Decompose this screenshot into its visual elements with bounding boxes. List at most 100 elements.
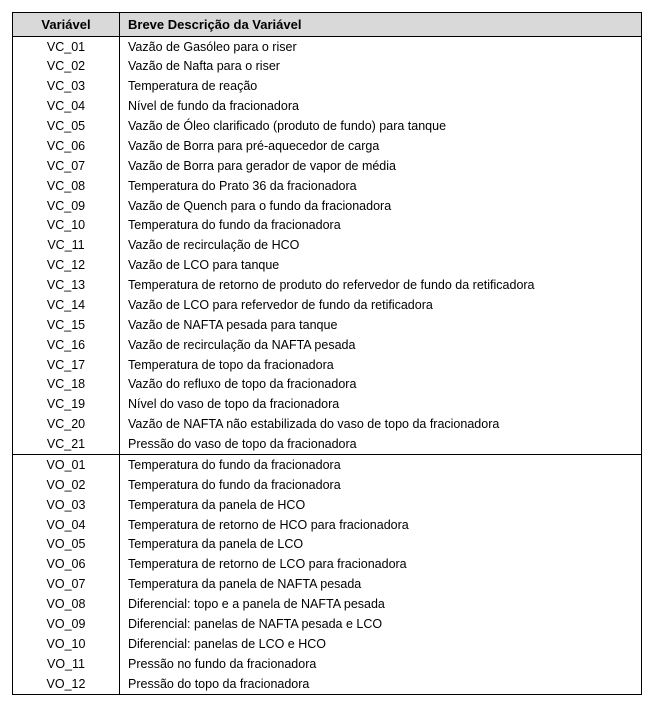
cell-variavel: VO_06 (13, 555, 120, 575)
table-header-row: Variável Breve Descrição da Variável (13, 13, 642, 37)
cell-descricao: Temperatura de topo da fracionadora (120, 355, 642, 375)
table-row: VO_01Temperatura do fundo da fracionador… (13, 455, 642, 475)
cell-descricao: Vazão de LCO para tanque (120, 256, 642, 276)
cell-variavel: VO_05 (13, 535, 120, 555)
cell-descricao: Temperatura de reação (120, 77, 642, 97)
cell-descricao: Temperatura do Prato 36 da fracionadora (120, 176, 642, 196)
cell-descricao: Vazão de Borra para gerador de vapor de … (120, 156, 642, 176)
cell-descricao: Nível do vaso de topo da fracionadora (120, 395, 642, 415)
table-row: VO_04Temperatura de retorno de HCO para … (13, 515, 642, 535)
table-row: VO_12Pressão do topo da fracionadora (13, 674, 642, 694)
table-row: VC_10Temperatura do fundo da fracionador… (13, 216, 642, 236)
cell-variavel: VO_04 (13, 515, 120, 535)
cell-descricao: Temperatura do fundo da fracionadora (120, 455, 642, 475)
cell-variavel: VC_18 (13, 375, 120, 395)
table-row: VC_12Vazão de LCO para tanque (13, 256, 642, 276)
table-row: VC_14Vazão de LCO para refervedor de fun… (13, 295, 642, 315)
cell-descricao: Pressão do topo da fracionadora (120, 674, 642, 694)
cell-variavel: VO_08 (13, 595, 120, 615)
cell-descricao: Pressão no fundo da fracionadora (120, 654, 642, 674)
table-row: VC_15Vazão de NAFTA pesada para tanque (13, 315, 642, 335)
table-row: VC_05Vazão de Óleo clarificado (produto … (13, 117, 642, 137)
table-row: VC_01Vazão de Gasóleo para o riser (13, 37, 642, 57)
table-row: VO_03Temperatura da panela de HCO (13, 495, 642, 515)
table-row: VC_06Vazão de Borra para pré-aquecedor d… (13, 136, 642, 156)
cell-variavel: VO_01 (13, 455, 120, 475)
table-body: VC_01Vazão de Gasóleo para o riserVC_02V… (13, 37, 642, 695)
cell-descricao: Vazão de NAFTA pesada para tanque (120, 315, 642, 335)
cell-descricao: Vazão de recirculação da NAFTA pesada (120, 335, 642, 355)
header-descricao: Breve Descrição da Variável (120, 13, 642, 37)
table-row: VC_17Temperatura de topo da fracionadora (13, 355, 642, 375)
cell-variavel: VC_07 (13, 156, 120, 176)
cell-variavel: VC_16 (13, 335, 120, 355)
cell-descricao: Vazão de Borra para pré-aquecedor de car… (120, 136, 642, 156)
table-row: VC_08Temperatura do Prato 36 da fraciona… (13, 176, 642, 196)
cell-descricao: Temperatura da panela de LCO (120, 535, 642, 555)
table-row: VO_11Pressão no fundo da fracionadora (13, 654, 642, 674)
cell-descricao: Diferencial: panelas de NAFTA pesada e L… (120, 614, 642, 634)
table-row: VO_08Diferencial: topo e a panela de NAF… (13, 595, 642, 615)
cell-variavel: VC_19 (13, 395, 120, 415)
cell-descricao: Temperatura do fundo da fracionadora (120, 216, 642, 236)
cell-variavel: VC_05 (13, 117, 120, 137)
cell-descricao: Temperatura de retorno de produto do ref… (120, 276, 642, 296)
table-row: VO_05Temperatura da panela de LCO (13, 535, 642, 555)
cell-variavel: VC_08 (13, 176, 120, 196)
cell-variavel: VC_14 (13, 295, 120, 315)
header-variavel: Variável (13, 13, 120, 37)
cell-variavel: VC_17 (13, 355, 120, 375)
cell-descricao: Vazão de LCO para refervedor de fundo da… (120, 295, 642, 315)
table-row: VC_18Vazão do refluxo de topo da fracion… (13, 375, 642, 395)
table-row: VO_09Diferencial: panelas de NAFTA pesad… (13, 614, 642, 634)
table-row: VO_10Diferencial: panelas de LCO e HCO (13, 634, 642, 654)
cell-variavel: VC_12 (13, 256, 120, 276)
cell-variavel: VC_11 (13, 236, 120, 256)
variables-table: Variável Breve Descrição da Variável VC_… (12, 12, 642, 695)
table-row: VC_16Vazão de recirculação da NAFTA pesa… (13, 335, 642, 355)
cell-variavel: VC_20 (13, 415, 120, 435)
cell-variavel: VO_10 (13, 634, 120, 654)
cell-descricao: Temperatura da panela de NAFTA pesada (120, 575, 642, 595)
cell-descricao: Vazão de Quench para o fundo da fraciona… (120, 196, 642, 216)
cell-variavel: VO_03 (13, 495, 120, 515)
cell-descricao: Vazão de recirculação de HCO (120, 236, 642, 256)
table-row: VC_13Temperatura de retorno de produto d… (13, 276, 642, 296)
cell-descricao: Vazão do refluxo de topo da fracionadora (120, 375, 642, 395)
cell-variavel: VO_11 (13, 654, 120, 674)
cell-variavel: VC_01 (13, 37, 120, 57)
cell-variavel: VO_02 (13, 475, 120, 495)
cell-variavel: VO_07 (13, 575, 120, 595)
table-row: VO_07Temperatura da panela de NAFTA pesa… (13, 575, 642, 595)
cell-descricao: Vazão de NAFTA não estabilizada do vaso … (120, 415, 642, 435)
cell-variavel: VC_02 (13, 57, 120, 77)
cell-variavel: VC_13 (13, 276, 120, 296)
cell-descricao: Nível de fundo da fracionadora (120, 97, 642, 117)
cell-descricao: Vazão de Gasóleo para o riser (120, 37, 642, 57)
table-row: VO_02Temperatura do fundo da fracionador… (13, 475, 642, 495)
table-row: VO_06Temperatura de retorno de LCO para … (13, 555, 642, 575)
cell-descricao: Temperatura de retorno de HCO para fraci… (120, 515, 642, 535)
table-row: VC_19Nível do vaso de topo da fracionado… (13, 395, 642, 415)
cell-descricao: Temperatura da panela de HCO (120, 495, 642, 515)
table-row: VC_11Vazão de recirculação de HCO (13, 236, 642, 256)
cell-variavel: VO_12 (13, 674, 120, 694)
table-row: VC_03Temperatura de reação (13, 77, 642, 97)
table-row: VC_07Vazão de Borra para gerador de vapo… (13, 156, 642, 176)
cell-descricao: Diferencial: panelas de LCO e HCO (120, 634, 642, 654)
table-row: VC_20Vazão de NAFTA não estabilizada do … (13, 415, 642, 435)
cell-descricao: Pressão do vaso de topo da fracionadora (120, 435, 642, 455)
table-row: VC_04Nível de fundo da fracionadora (13, 97, 642, 117)
cell-variavel: VC_15 (13, 315, 120, 335)
cell-descricao: Vazão de Nafta para o riser (120, 57, 642, 77)
cell-variavel: VO_09 (13, 614, 120, 634)
cell-variavel: VC_09 (13, 196, 120, 216)
cell-variavel: VC_04 (13, 97, 120, 117)
table-row: VC_21Pressão do vaso de topo da fraciona… (13, 435, 642, 455)
cell-variavel: VC_06 (13, 136, 120, 156)
table-row: VC_02Vazão de Nafta para o riser (13, 57, 642, 77)
cell-variavel: VC_10 (13, 216, 120, 236)
table-row: VC_09Vazão de Quench para o fundo da fra… (13, 196, 642, 216)
cell-variavel: VC_21 (13, 435, 120, 455)
cell-descricao: Temperatura de retorno de LCO para fraci… (120, 555, 642, 575)
